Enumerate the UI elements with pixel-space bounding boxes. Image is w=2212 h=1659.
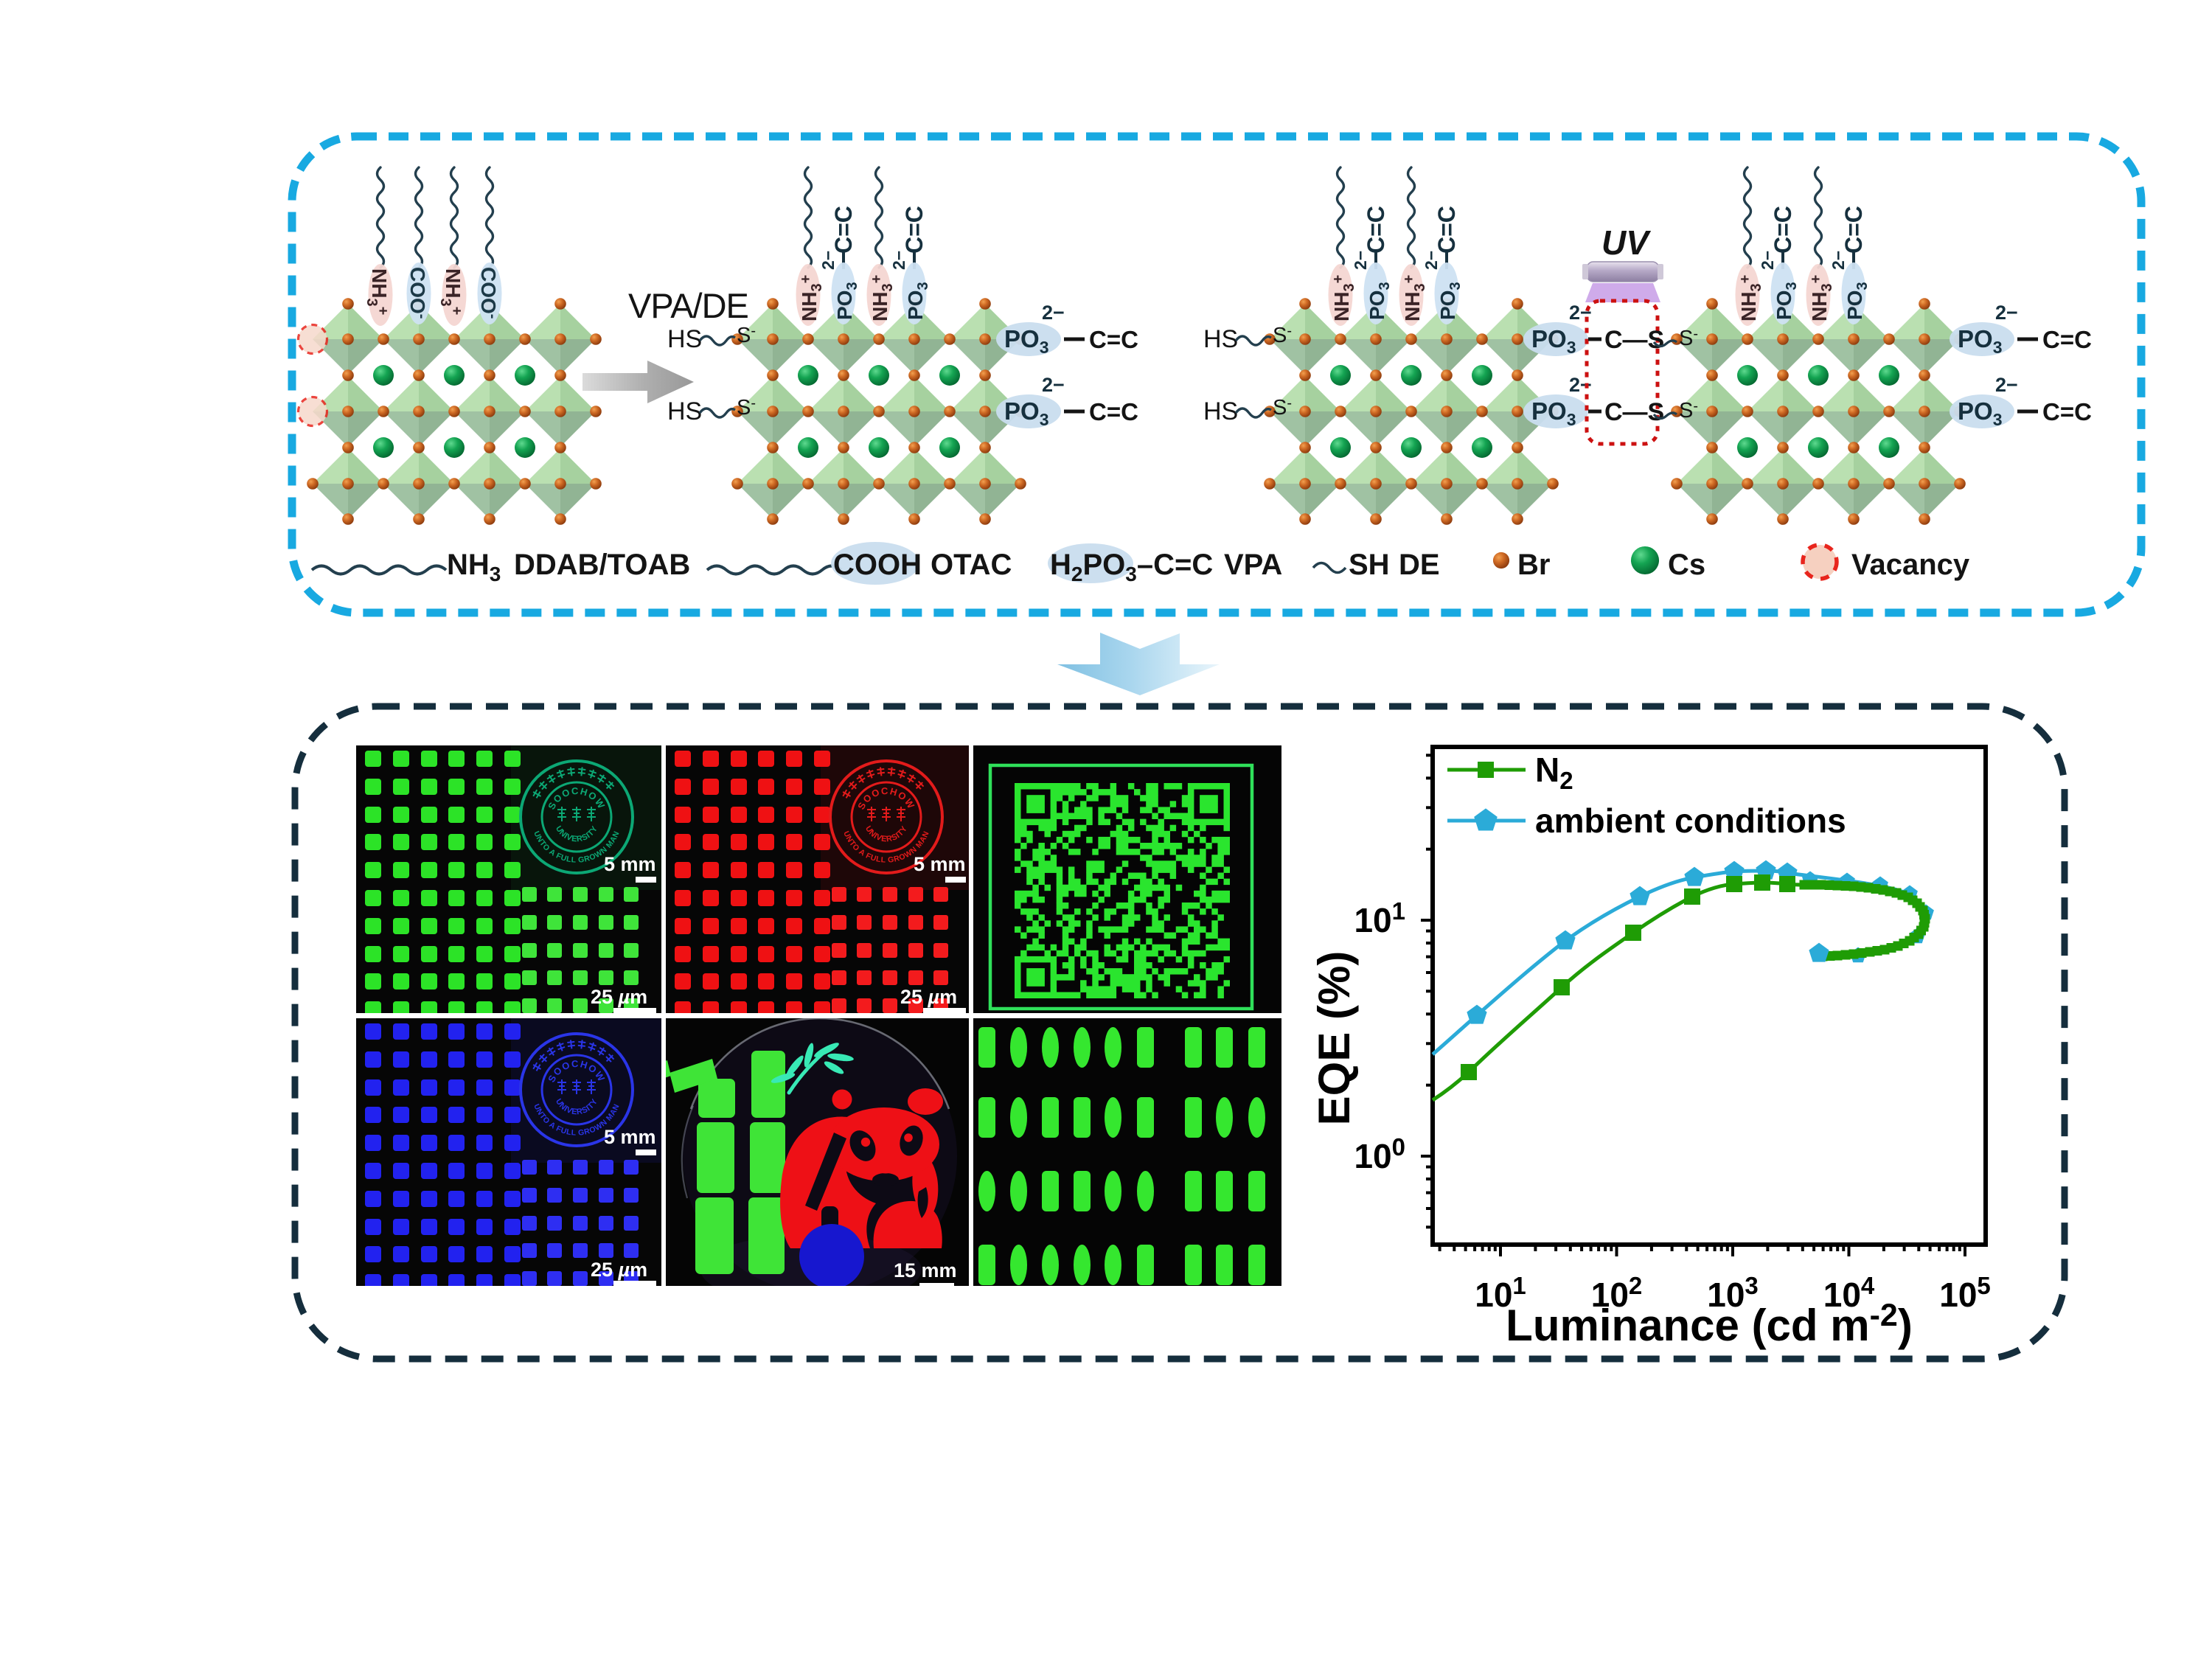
svg-text:Vacancy: Vacancy: [1851, 549, 1970, 581]
svg-text:25 µm: 25 µm: [900, 986, 957, 1008]
svg-text:C=C: C=C: [901, 206, 928, 254]
svg-text:HS: HS: [667, 397, 702, 425]
svg-text:2−: 2−: [818, 251, 838, 270]
svg-text:COOH: COOH: [833, 549, 922, 581]
svg-text:HS: HS: [1203, 325, 1238, 353]
svg-text:PO3: PO3: [1531, 325, 1576, 357]
svg-text:2−: 2−: [1351, 251, 1370, 270]
svg-text:SH: SH: [1349, 549, 1390, 581]
svg-text:C=C: C=C: [1363, 206, 1389, 254]
svg-text:Br: Br: [1517, 549, 1550, 581]
svg-text:UV: UV: [1601, 223, 1651, 262]
svg-text:C=C: C=C: [1770, 206, 1796, 254]
svg-text:C=C: C=C: [830, 206, 857, 254]
svg-text:PO3: PO3: [1531, 397, 1576, 429]
svg-text:2−: 2−: [1422, 251, 1441, 270]
svg-text:5 mm: 5 mm: [604, 1126, 656, 1148]
svg-text:HS: HS: [667, 325, 702, 353]
svg-text:Luminance (cd m-2): Luminance (cd m-2): [1506, 1298, 1913, 1350]
svg-text:EQE (%): EQE (%): [1310, 951, 1359, 1126]
svg-text:NH3+: NH3+: [1330, 275, 1357, 321]
svg-text:S-: S-: [1679, 326, 1698, 350]
svg-text:VPA: VPA: [1224, 549, 1282, 581]
svg-text:C=C: C=C: [1840, 206, 1867, 254]
svg-text:C—S: C—S: [1604, 326, 1664, 354]
svg-text:HS: HS: [1203, 397, 1238, 425]
svg-text:OTAC: OTAC: [931, 549, 1012, 581]
svg-text:5 mm: 5 mm: [914, 853, 966, 875]
svg-text:C=C: C=C: [1089, 398, 1138, 425]
svg-text:C=C: C=C: [1089, 326, 1138, 353]
svg-text:2−: 2−: [889, 251, 908, 270]
svg-text:25 µm: 25 µm: [591, 1259, 647, 1281]
svg-text:PO3: PO3: [1958, 397, 2002, 429]
svg-text:ambient conditions: ambient conditions: [1535, 801, 1846, 840]
svg-text:25 µm: 25 µm: [591, 986, 647, 1008]
svg-text:C=C: C=C: [1433, 206, 1460, 254]
svg-text:DDAB/TOAB: DDAB/TOAB: [514, 549, 690, 581]
svg-text:2−: 2−: [1042, 302, 1065, 324]
svg-text:C—S: C—S: [1604, 398, 1664, 426]
svg-text:COO-: COO-: [477, 267, 501, 319]
svg-text:COO-: COO-: [406, 267, 430, 319]
svg-text:2−: 2−: [1042, 374, 1065, 396]
svg-text:15 mm: 15 mm: [894, 1259, 957, 1281]
svg-text:C=C: C=C: [2042, 326, 2092, 353]
svg-text:2−: 2−: [1995, 302, 2018, 324]
svg-text:Cs: Cs: [1668, 549, 1705, 581]
svg-text:2−: 2−: [1829, 251, 1848, 270]
svg-text:2−: 2−: [1758, 251, 1777, 270]
svg-text:5 mm: 5 mm: [604, 853, 656, 875]
svg-text:VPA/DE: VPA/DE: [628, 286, 748, 325]
svg-text:C=C: C=C: [2042, 398, 2092, 425]
svg-text:DE: DE: [1399, 549, 1440, 581]
svg-text:101: 101: [1354, 897, 1405, 939]
svg-text:2−: 2−: [1995, 374, 2018, 396]
